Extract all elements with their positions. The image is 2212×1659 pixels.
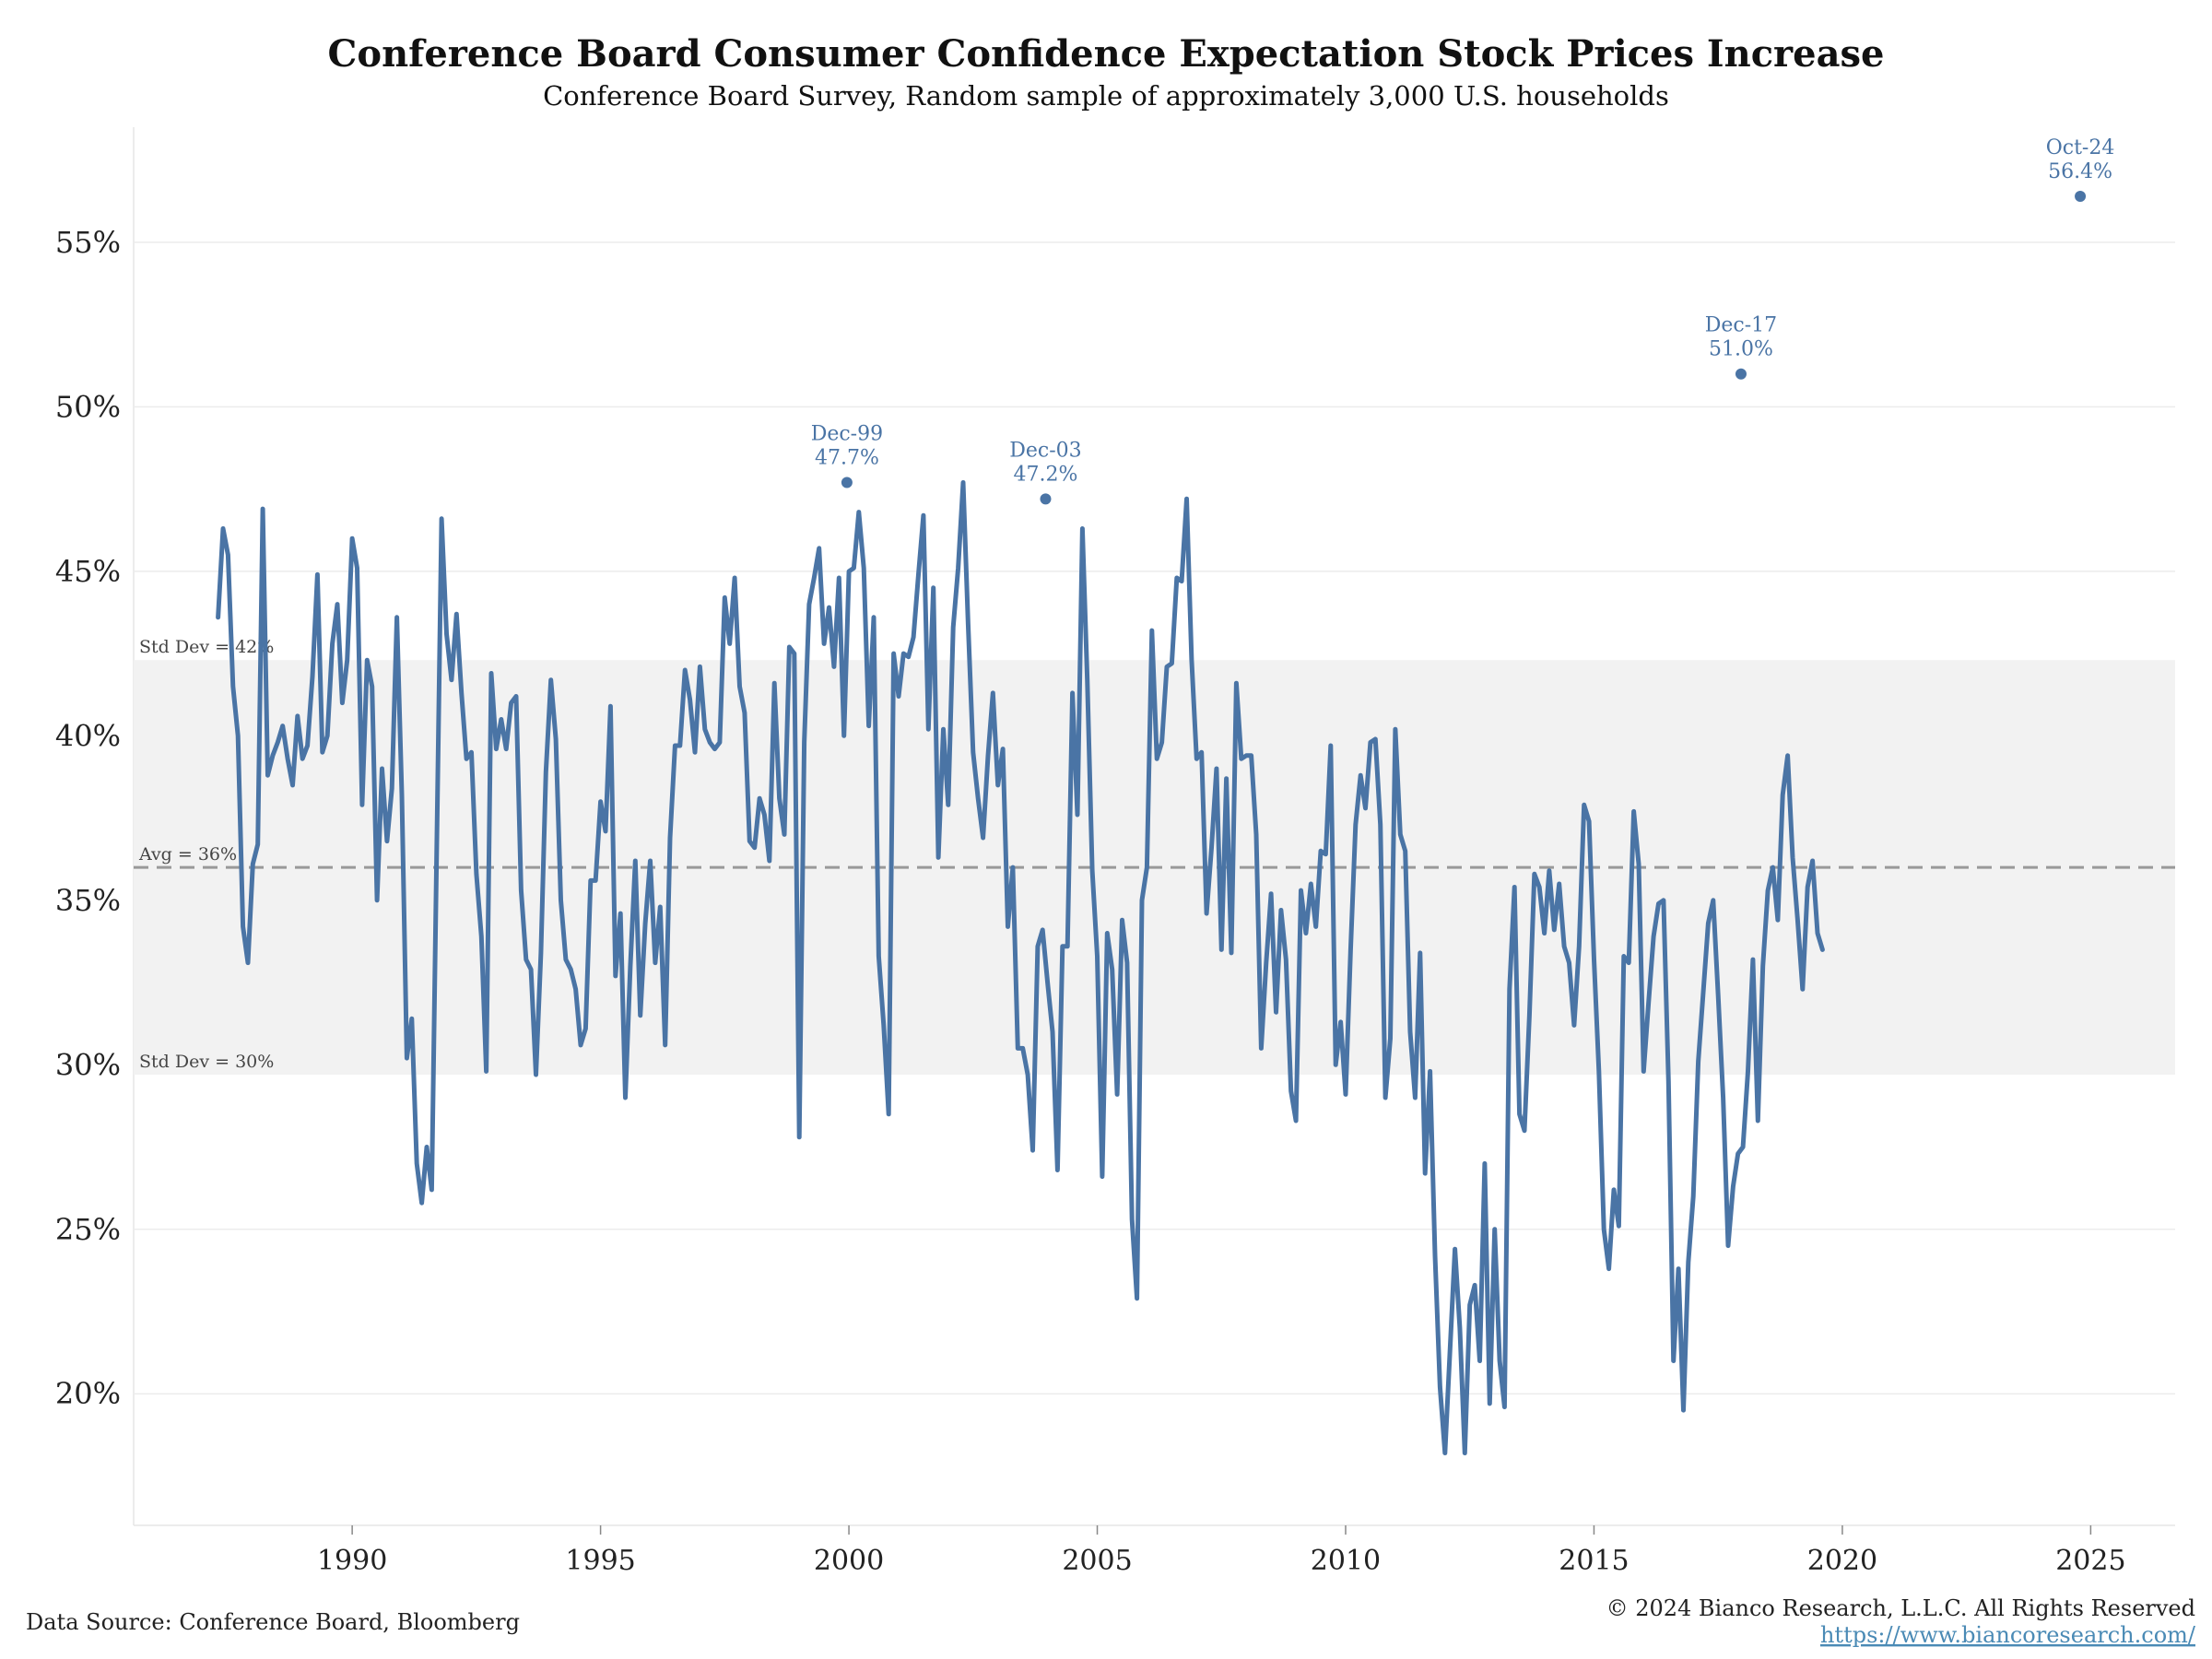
y-tick-label: 30% [55,1047,121,1082]
copyright: © 2024 Bianco Research, L.L.C. All Right… [1606,1595,2195,1621]
y-tick-label: 35% [55,883,121,918]
annotation-value: 47.7% [815,446,879,469]
x-tick-label: 2005 [1062,1545,1132,1577]
y-tick-label: 45% [55,554,121,589]
annotation-date: Dec-99 [811,422,883,445]
y-tick-label: 50% [55,389,121,424]
annotation-value: 56.4% [2048,160,2112,183]
annotation-point [1040,493,1052,505]
annotation-value: 51.0% [1709,338,1773,361]
annotation-date: Dec-03 [1009,439,1081,462]
y-axis: 20% 25% 30% 35% 40% 45% 50% 55% [55,225,121,1411]
average-label: Avg = 36% [138,844,237,865]
annotation-date: Dec-17 [1705,314,1777,337]
average-line: Avg = 36% [134,844,2175,869]
annotation-point [841,477,853,488]
website-link[interactable]: https://www.biancoresearch.com/ [1820,1622,2196,1648]
x-tick-label: 1990 [317,1545,387,1577]
x-axis: 1990 1995 2000 2005 2010 2015 2020 2025 [317,1525,2126,1577]
annotation-value: 47.2% [1014,463,1078,486]
y-tick-label: 55% [55,225,121,260]
annotation-point [2075,190,2087,202]
x-tick-label: 2015 [1559,1545,1629,1577]
x-tick-label: 2020 [1807,1545,1877,1577]
y-tick-label: 25% [55,1212,121,1247]
chart-subtitle: Conference Board Survey, Random sample o… [543,80,1669,112]
x-tick-label: 2000 [814,1545,884,1577]
y-tick-label: 20% [55,1376,121,1411]
y-tick-label: 40% [55,718,121,753]
series-layer [216,480,1825,1455]
chart-title: Conference Board Consumer Confidence Exp… [328,32,1885,76]
upper-std-dev-label: Std Dev = 42% [139,637,274,657]
annotation-date: Oct-24 [2046,136,2115,159]
data-source: Data Source: Conference Board, Bloomberg [26,1609,520,1635]
lower-std-dev-label: Std Dev = 30% [139,1052,274,1072]
x-tick-label: 1995 [565,1545,635,1577]
x-tick-label: 2010 [1311,1545,1381,1577]
annotation-point [1735,368,1747,380]
series-line [216,480,1825,1455]
x-tick-label: 2025 [2055,1545,2125,1577]
